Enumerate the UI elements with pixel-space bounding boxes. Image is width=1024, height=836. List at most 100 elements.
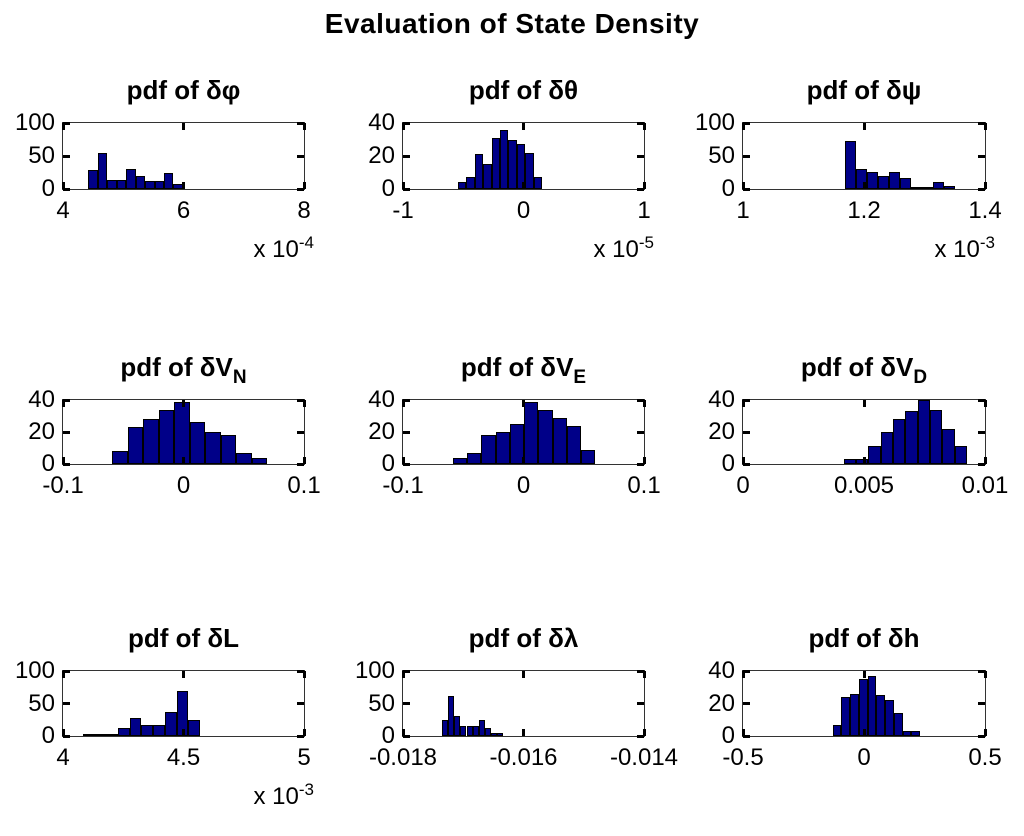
axis-tick [403,430,410,434]
subplot-pdf-delta-l: pdf of δL x 10-3 4 4.5 5 0 50 100 [15,623,314,810]
y-tick-label: 0 [721,722,735,749]
x-tick-label: 0.5 [968,744,1002,771]
x-tick-label: 0.005 [833,472,895,499]
axis-tick [401,457,405,464]
axis-tick [297,398,304,402]
histogram-bar [876,695,886,736]
axis-tick [522,457,525,464]
axis-tick [403,702,410,705]
y-tick-label: 0 [41,175,55,202]
y-tick-label: 40 [708,657,735,684]
axis-tick [61,182,65,189]
axis-tick [637,734,644,738]
x-tick-label: 1.4 [968,197,1002,224]
plot-area: pdf of δVD 0 0.005 0.01 0 20 40 [708,352,1008,499]
axis-tick [642,457,646,464]
subplot-pdf-delta-h: pdf of δh -0.5 0 0.5 0 20 40 [708,623,1001,771]
axis-tick [302,457,306,464]
y-tick-label: 50 [368,689,395,717]
axis-tick [401,123,405,130]
subplot-pdf-delta-phi: pdf of δφ x 10-4 4 6 8 0 50 100 [15,75,314,263]
histogram-bar [877,175,889,189]
x-axis-exponent: x 10-3 [254,780,315,811]
histogram-bar [893,713,903,736]
exponent-base: x 10 [593,236,639,263]
axis-tick [978,669,985,673]
y-tick-label: 0 [721,450,735,477]
axis-tick [61,123,65,130]
histogram-bar [478,720,485,736]
histogram-bar [457,182,467,189]
axis-tick [302,123,306,130]
axis-tick [978,398,985,402]
histogram-bar [448,695,455,736]
axis-tick [403,734,410,738]
axis-tick [741,457,745,464]
axis-tick [862,457,866,464]
axis-tick [741,123,745,130]
histogram-bar [483,164,492,189]
histogram-bar [516,144,526,189]
exponent-base: x 10 [934,236,980,263]
axis-tick [978,702,985,705]
histogram-bar [880,432,894,464]
histogram-bar [954,446,968,464]
histogram-bar [466,725,473,736]
exponent-power: -3 [298,780,314,799]
axis-tick [403,121,410,125]
figure-title: Evaluation of State Density [324,8,700,39]
histogram-bar [868,446,881,464]
histogram-bar [460,725,467,736]
axis-tick [743,430,750,434]
histogram-bar [499,129,509,189]
x-tick-label: -0.014 [609,744,679,771]
plot-area: pdf of δVN -0.1 0 0.1 0 20 40 [28,352,320,499]
histogram-bar [442,720,449,736]
histogram-bar [508,139,517,189]
x-tick-label: 5 [297,744,311,771]
subplot-title: pdf of δφ [127,75,241,112]
axis-tick [978,430,985,434]
x-tick-label: 0 [857,744,871,771]
axis-tick [743,702,750,705]
axis-tick [983,457,987,464]
x-tick-label: -0.1 [42,472,84,499]
histogram-bar [188,720,200,736]
y-tick-label: 20 [368,142,395,169]
axis-tick [182,123,185,130]
exponent-base: x 10 [253,783,299,810]
x-tick-label: -0.016 [489,744,558,771]
histogram-bar [484,728,491,736]
y-tick-label: 0 [381,450,395,477]
axis-tick [642,123,646,130]
axis-tick [862,671,866,678]
axis-tick [642,400,646,407]
axis-tick [741,671,745,678]
histogram-bar [474,154,484,189]
plot-area: pdf of δh -0.5 0 0.5 0 20 40 [708,623,1001,771]
axis-tick [741,729,745,736]
histogram-bar [917,400,931,464]
axis-tick [297,121,304,125]
axis-tick [403,398,410,402]
axis-tick [182,182,185,189]
subplot-title-text: pdf of δL [127,623,240,653]
plot-area: pdf of δλ -0.018 -0.016 -0.014 0 50 100 [355,623,678,771]
histogram-bar [127,427,144,464]
axis-tick [743,187,750,191]
histogram-bar [174,401,190,464]
histogram-bar [858,679,868,736]
histogram-bar [164,711,177,736]
axis-tick [63,669,70,673]
histogram-bar [911,187,923,189]
y-tick-label: 0 [721,175,735,202]
histogram-bar [922,187,934,189]
axis-tick [637,187,644,191]
axis-tick [741,182,745,189]
y-tick-label: 0 [381,722,395,749]
histogram-bar [930,409,943,464]
exponent-power: -4 [298,233,314,252]
subplot-title-text: pdf of δh [808,623,920,653]
axis-tick [61,729,65,736]
